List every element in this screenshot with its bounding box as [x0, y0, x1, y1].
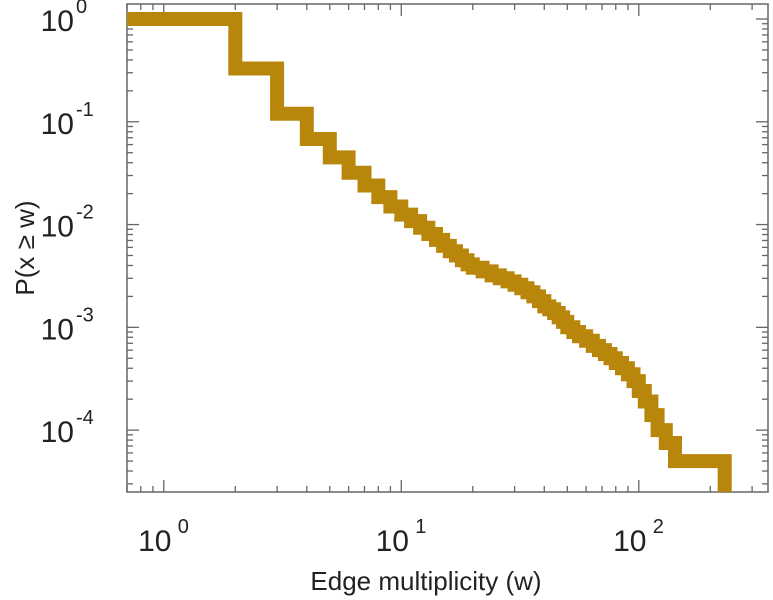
- series-step-line: [127, 12, 732, 492]
- series-layer: [127, 12, 732, 492]
- x-tick-label: 10: [376, 525, 409, 558]
- y-axis-title: P(x ≥ w): [10, 200, 40, 295]
- y-tick-label: 10: [41, 211, 74, 244]
- x-tick-exponent: 1: [415, 516, 426, 538]
- y-tick-label: 10: [41, 416, 74, 449]
- x-tick-exponent: 0: [178, 516, 189, 538]
- y-tick-exponent: -4: [76, 407, 94, 429]
- y-tick-label: 10: [41, 313, 74, 346]
- y-tick-exponent: -3: [76, 304, 94, 326]
- axis-ticks: [126, 4, 768, 492]
- x-tick-label: 10: [613, 525, 646, 558]
- y-tick-exponent: 0: [76, 0, 87, 18]
- y-tick-exponent: -2: [76, 202, 94, 224]
- x-axis-title: Edge multiplicity (w): [310, 566, 541, 596]
- y-tick-label: 10: [41, 5, 74, 38]
- tick-labels: 10 0 10 1 10 210 010 -110 -210 -310 -4: [41, 0, 664, 558]
- y-tick-exponent: -1: [76, 99, 94, 121]
- y-tick-label: 10: [41, 108, 74, 141]
- x-tick-exponent: 2: [653, 516, 664, 538]
- x-tick-label: 10: [138, 525, 171, 558]
